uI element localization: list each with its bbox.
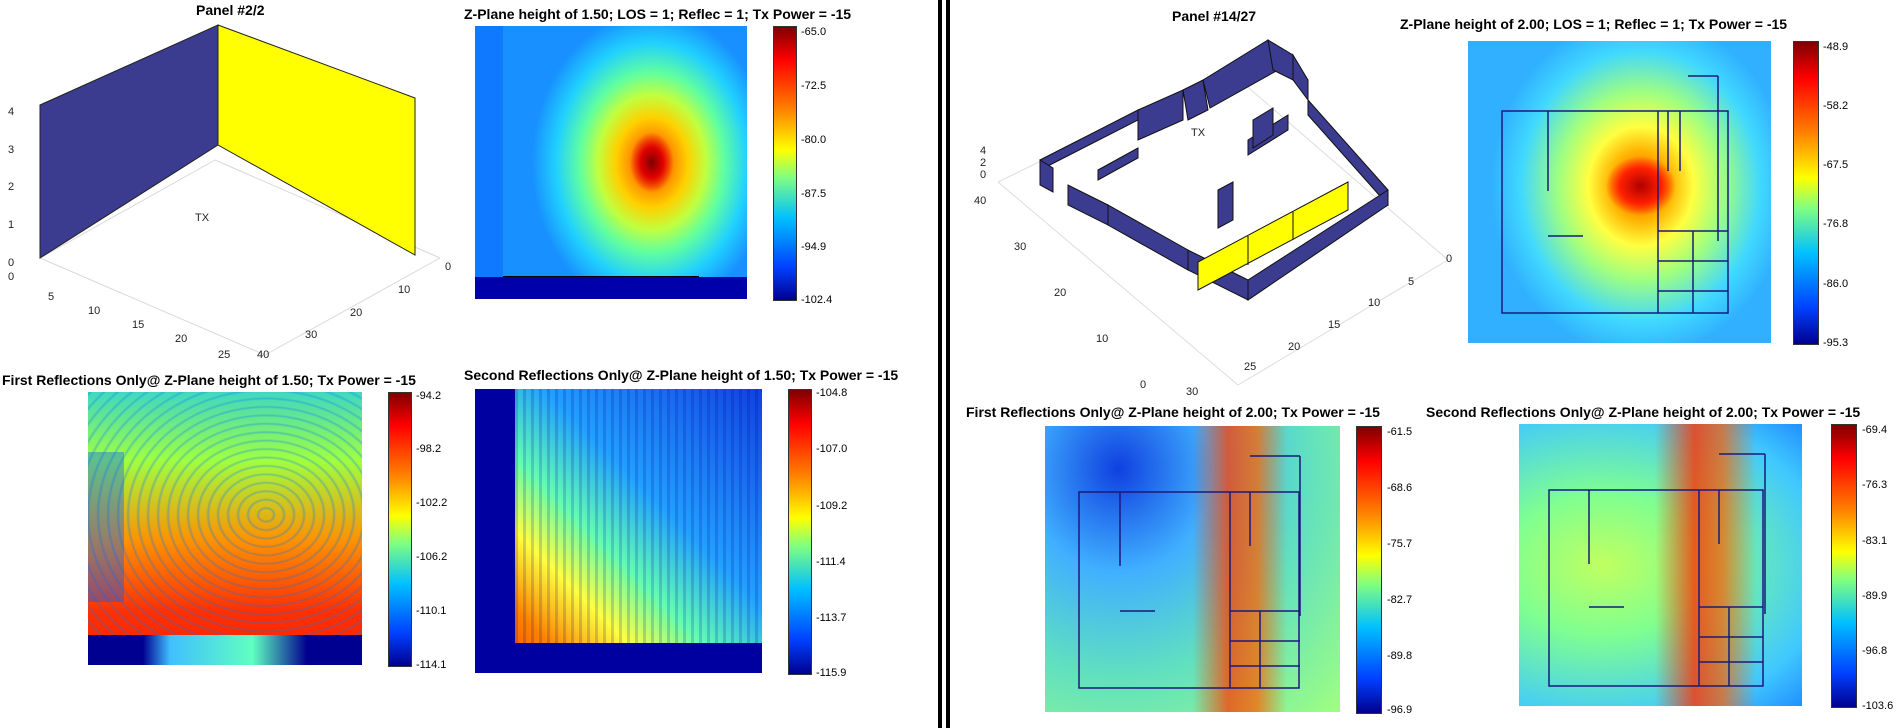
tx-label: TX [1191,127,1206,139]
svg-text:20: 20 [1288,341,1300,353]
right-los-heatmap [1468,41,1771,343]
svg-text:1: 1 [8,219,14,231]
svg-text:40: 40 [974,195,986,207]
figure-divider-2 [946,0,950,728]
right-los-title: Z-Plane height of 2.00; LOS = 1; Reflec … [1400,16,1788,32]
svg-text:25: 25 [218,349,230,361]
right-los-colorbar [1793,41,1819,345]
svg-text:4: 4 [8,106,14,118]
svg-text:30: 30 [1014,241,1026,253]
left-first-heatmap [88,392,362,665]
left-first-title: First Reflections Only@ Z-Plane height o… [2,372,416,388]
right-second-floorplan [1548,453,1766,687]
left-z-ticks: 0 1 2 3 4 [8,106,14,269]
svg-text:20: 20 [350,307,362,319]
right-first-floorplan [1078,455,1301,689]
svg-text:2: 2 [8,181,14,193]
left-second-colorbar [788,389,812,675]
right-x-ticks: 0 5 10 15 20 25 30 [1186,253,1452,398]
svg-text:4: 4 [980,145,986,157]
svg-text:15: 15 [132,319,144,331]
left-3d-room: TX 0 1 2 3 4 0 5 10 15 20 25 0 10 20 30 … [8,24,451,361]
svg-text:5: 5 [1408,276,1414,288]
right-z-ticks: 0 2 4 [980,145,986,181]
svg-text:10: 10 [398,284,410,296]
left-los-title: Z-Plane height of 1.50; LOS = 1; Reflec … [464,6,852,22]
left-second-heatmap [475,389,762,673]
tx-label: TX [195,212,210,224]
right-los-floorplan [1501,75,1729,314]
left-los-colorbar [773,26,797,301]
svg-text:3: 3 [8,144,14,156]
svg-text:25: 25 [1244,361,1256,373]
svg-text:2: 2 [980,157,986,169]
right-second-colorbar [1831,424,1857,708]
svg-text:0: 0 [8,271,14,283]
svg-text:0: 0 [1140,379,1146,391]
svg-text:0: 0 [8,257,14,269]
right-first-title: First Reflections Only@ Z-Plane height o… [966,404,1380,420]
left-panel-title: Panel #2/2 [196,2,265,18]
svg-text:10: 10 [1096,333,1108,345]
right-3d-floorplan: TX 0 2 4 40 30 20 10 0 0 5 10 15 20 25 3… [974,39,1452,398]
right-panel-title: Panel #14/27 [1172,8,1257,24]
left-first-colorbar [388,392,412,667]
right-second-heatmap [1519,424,1802,706]
left-x-ticks: 0 5 10 15 20 25 [8,271,230,361]
right-first-heatmap [1045,426,1340,712]
figure-divider [938,0,942,728]
right-first-colorbar [1356,426,1382,714]
left-los-heatmap [475,26,747,299]
svg-text:0: 0 [1446,253,1452,265]
yellow-wall [217,24,416,256]
svg-text:40: 40 [257,349,269,361]
yellow-wall-segment [1197,181,1349,291]
left-second-title: Second Reflections Only@ Z-Plane height … [464,367,899,383]
right-y-ticks: 40 30 20 10 0 [974,195,1146,391]
svg-text:20: 20 [175,333,187,345]
svg-text:30: 30 [305,329,317,341]
svg-text:10: 10 [88,305,100,317]
blue-wall [39,24,219,259]
left-y-ticks: 0 10 20 30 40 [257,261,451,361]
svg-text:20: 20 [1054,287,1066,299]
svg-text:0: 0 [445,261,451,273]
svg-text:30: 30 [1186,386,1198,398]
svg-text:10: 10 [1368,297,1380,309]
svg-text:5: 5 [48,291,54,303]
right-second-title: Second Reflections Only@ Z-Plane height … [1426,404,1861,420]
svg-text:15: 15 [1328,319,1340,331]
svg-text:0: 0 [980,169,986,181]
